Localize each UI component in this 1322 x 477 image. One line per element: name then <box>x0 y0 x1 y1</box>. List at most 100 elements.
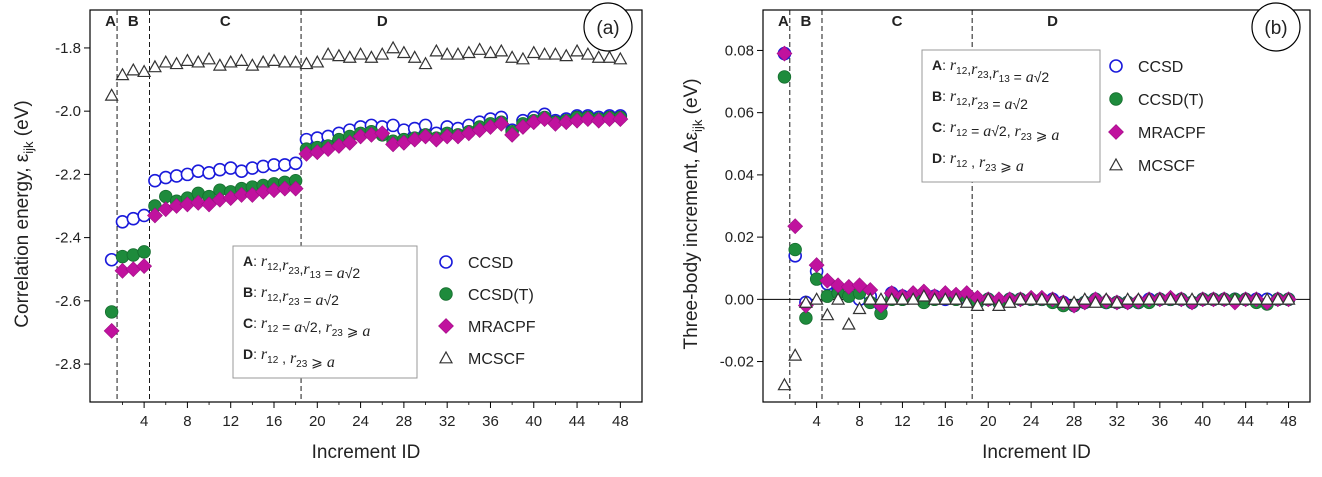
data-point <box>386 40 401 54</box>
data-point <box>407 50 422 63</box>
data-point <box>137 64 152 78</box>
x-tick-label: 48 <box>1280 413 1297 430</box>
data-point <box>256 159 270 174</box>
data-point <box>613 51 628 65</box>
data-point <box>1077 292 1092 305</box>
data-point <box>137 245 151 259</box>
data-point <box>1227 292 1242 305</box>
data-point <box>515 51 530 65</box>
condition-box <box>232 245 418 379</box>
x-tick-label: 8 <box>183 413 191 430</box>
x-tick-label: 8 <box>855 413 863 430</box>
data-point <box>256 54 271 68</box>
x-tick-label: 36 <box>1151 413 1168 430</box>
data-point <box>277 54 292 68</box>
data-point <box>895 292 910 305</box>
data-point <box>970 298 985 311</box>
data-point <box>777 70 792 84</box>
x-tick-label: 16 <box>937 413 954 430</box>
data-point <box>1067 295 1082 308</box>
panel-badge-label: (a) <box>596 18 619 39</box>
geometry-condition: D: r12 , r23 ⩾ a <box>243 346 335 371</box>
data-point <box>777 377 792 391</box>
x-tick-label: 16 <box>266 413 283 430</box>
data-point <box>537 47 552 60</box>
data-point <box>341 134 358 151</box>
region-label: C <box>220 13 231 30</box>
data-point <box>1088 295 1103 308</box>
geometry-condition: C: r12 = a√2, r23 ⩾ a <box>243 315 370 340</box>
data-point <box>418 56 433 70</box>
data-point <box>591 50 606 63</box>
series-mracpf <box>103 111 629 339</box>
data-point <box>949 292 964 305</box>
x-tick-label: 40 <box>525 413 542 430</box>
data-point <box>461 45 476 59</box>
data-point <box>493 115 510 132</box>
chart-panel-b: A B C D4 8 12 16 20 24 28 32 36 40 44 480.080.060.040.… <box>681 2 1311 463</box>
data-point <box>1217 292 1232 305</box>
legend-label: MRACPF <box>468 319 536 336</box>
x-tick-label: 44 <box>1237 413 1254 430</box>
data-point <box>536 111 553 127</box>
data-point <box>1056 295 1071 308</box>
geometry-condition: D: r12 , r23 ⩾ a <box>932 150 1024 175</box>
plot-frame <box>762 9 1311 403</box>
data-point <box>158 54 173 68</box>
data-point <box>852 301 867 315</box>
data-point <box>104 252 119 267</box>
data-point <box>831 292 846 305</box>
geometry-condition: C: r12 = a√2, r23 ⩾ a <box>932 119 1059 144</box>
data-point <box>202 51 217 65</box>
y-tick-label: 0.04 <box>725 167 754 184</box>
data-point <box>223 54 238 68</box>
x-tick-label: 12 <box>894 413 911 430</box>
y-tick-label: -2.6 <box>55 293 81 310</box>
legend-label: CCSD(T) <box>1138 92 1204 109</box>
data-point <box>276 180 293 197</box>
x-tick-label: 44 <box>569 413 586 430</box>
data-point <box>266 53 282 66</box>
y-tick-label: 0.08 <box>725 42 754 59</box>
panel-badge <box>583 2 633 52</box>
data-point <box>579 111 596 127</box>
data-point <box>288 54 303 68</box>
data-point <box>820 307 835 321</box>
data-point <box>438 318 454 334</box>
data-point <box>126 62 141 76</box>
data-point <box>1108 124 1124 140</box>
data-point <box>212 58 227 71</box>
data-point <box>863 292 878 305</box>
data-point <box>809 292 824 305</box>
x-tick-label: 24 <box>1023 413 1040 430</box>
series-mcscf <box>777 288 1296 391</box>
y-tick-label: -1.8 <box>55 40 81 57</box>
legend-label: CCSD(T) <box>468 287 534 304</box>
region-label: A <box>778 13 789 30</box>
data-point <box>321 47 336 60</box>
y-tick-label: 0.00 <box>725 291 754 308</box>
panel-badge-label: (b) <box>1264 18 1287 39</box>
data-point <box>342 50 357 63</box>
data-point <box>1238 292 1253 305</box>
data-point <box>299 56 314 70</box>
x-tick-label: 28 <box>396 413 413 430</box>
data-point <box>136 258 153 274</box>
y-tick-label: -2.4 <box>55 230 81 247</box>
data-point <box>1024 292 1039 305</box>
data-point <box>788 242 802 257</box>
data-point <box>515 119 531 135</box>
data-point <box>776 45 793 62</box>
data-point <box>884 292 899 305</box>
data-point <box>580 47 595 60</box>
data-point <box>104 88 119 101</box>
data-point <box>439 255 453 269</box>
data-point <box>873 292 889 305</box>
panel-badge <box>1251 2 1301 52</box>
data-point <box>103 322 120 339</box>
data-point <box>526 45 541 59</box>
data-point <box>191 54 206 68</box>
data-point <box>169 56 184 70</box>
data-point <box>180 53 195 66</box>
data-point <box>1206 292 1221 305</box>
